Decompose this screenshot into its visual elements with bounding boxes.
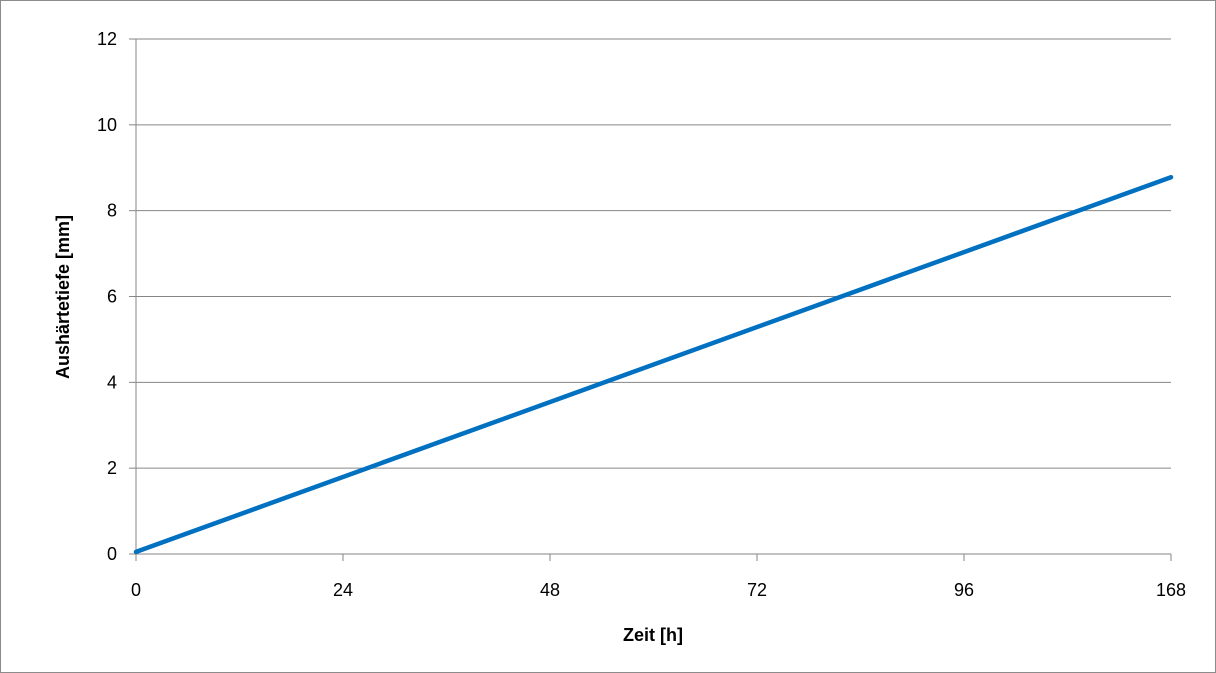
y-tick-label: 10	[97, 115, 117, 135]
y-tick-label: 12	[97, 29, 117, 49]
y-tick-label: 6	[107, 287, 117, 307]
x-axis-title: Zeit [h]	[623, 625, 683, 645]
y-tick-label: 8	[107, 201, 117, 221]
y-tick-label: 2	[107, 458, 117, 478]
gridlines	[136, 39, 1171, 468]
x-tick-label: 0	[131, 580, 141, 600]
x-tick-label: 168	[1156, 580, 1186, 600]
series-layer	[136, 177, 1171, 552]
axes	[129, 39, 1171, 561]
x-tick-label: 48	[540, 580, 560, 600]
y-tick-label: 0	[107, 544, 117, 564]
series-line	[136, 177, 1171, 552]
x-tick-label: 24	[333, 580, 353, 600]
x-tick-label: 72	[747, 580, 767, 600]
x-tick-label: 96	[954, 580, 974, 600]
y-axis-title: Aushärtetiefe [mm]	[53, 215, 73, 379]
y-tick-label: 4	[107, 372, 117, 392]
